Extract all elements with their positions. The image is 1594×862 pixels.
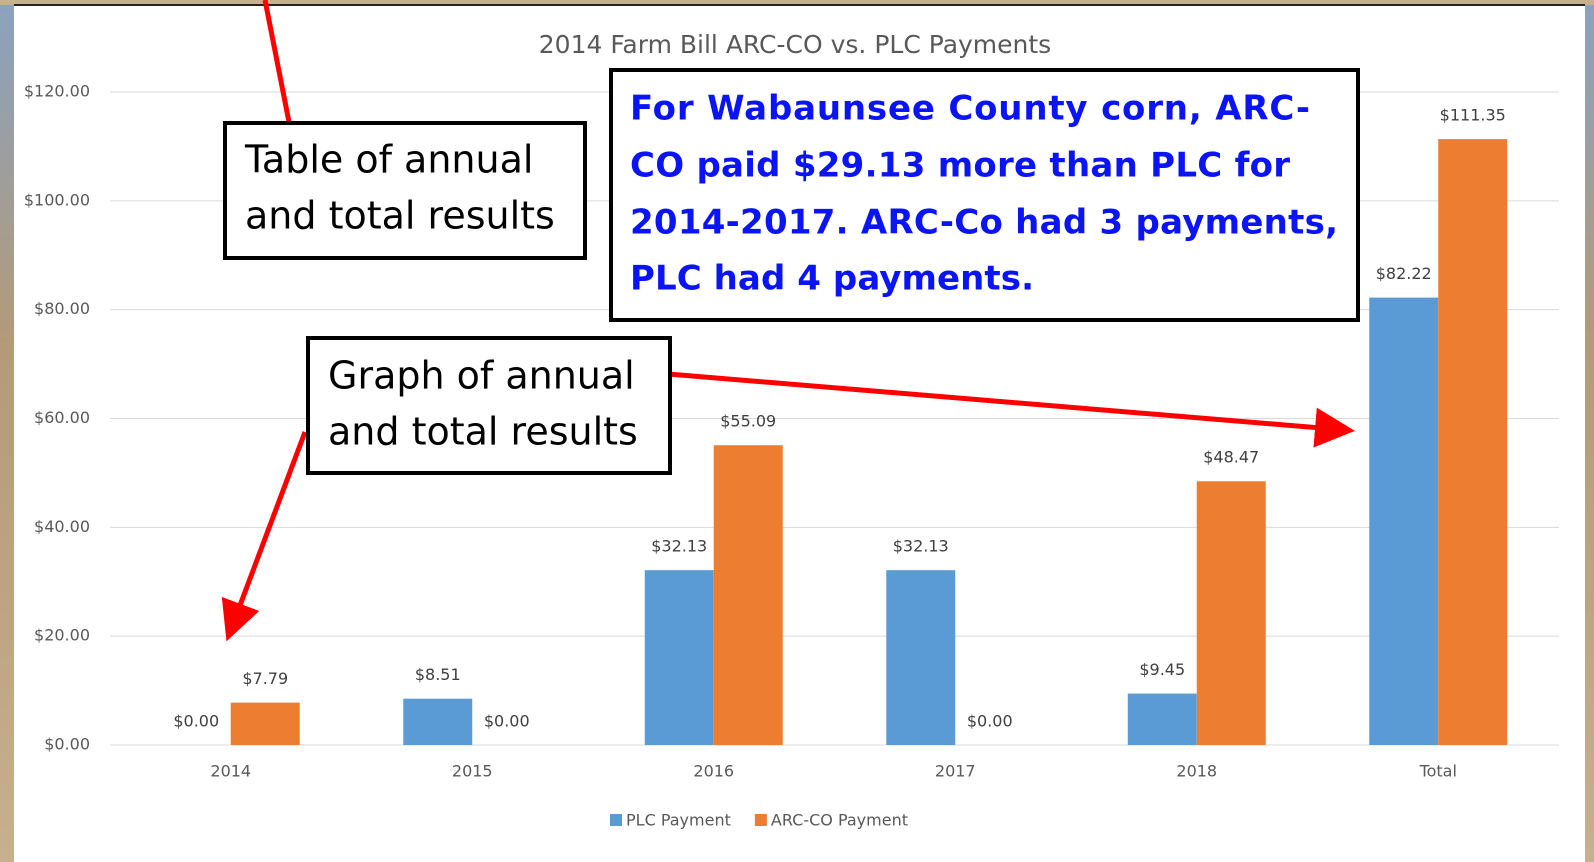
value-label: $82.22	[1376, 264, 1432, 283]
y-tick-label: $0.00	[44, 735, 90, 754]
x-tick-label: 2016	[693, 762, 734, 781]
y-tick-label: $100.00	[24, 190, 90, 209]
value-label: $55.09	[720, 412, 776, 431]
annotation-text: Table of annual	[244, 138, 533, 182]
bar	[713, 445, 783, 745]
x-tick-label: 2015	[452, 762, 493, 781]
annotation-box	[609, 68, 1360, 322]
value-label: $32.13	[893, 537, 949, 556]
legend-label: PLC Payment	[626, 811, 731, 830]
annotation-text: and total results	[245, 194, 555, 238]
annotation-text: 2014-2017. ARC-Co had 3 payments,	[630, 203, 1338, 243]
x-tick-label: 2014	[210, 762, 251, 781]
annotation-text: For Wabaunsee County corn, ARC-	[630, 89, 1310, 129]
chart-title: 2014 Farm Bill ARC-CO vs. PLC Payments	[539, 30, 1051, 59]
bar	[1369, 297, 1439, 745]
annotation-box	[306, 336, 672, 475]
value-label: $8.51	[415, 665, 461, 684]
y-tick-label: $80.00	[34, 299, 90, 318]
legend-label: ARC-CO Payment	[771, 811, 908, 830]
y-tick-label: $40.00	[34, 517, 90, 536]
bar	[644, 570, 714, 745]
y-tick-label: $120.00	[24, 82, 90, 101]
annotations: Table of annual and total results For Wa…	[221, 0, 1360, 642]
background-strip	[1585, 0, 1594, 862]
x-tick-label: Total	[1419, 762, 1457, 781]
legend-swatch	[754, 814, 767, 826]
annotation-text: Graph of annual	[328, 354, 635, 398]
value-label: $111.35	[1440, 106, 1506, 125]
bar	[230, 702, 300, 745]
annotation-text: PLC had 4 payments.	[630, 259, 1034, 299]
arrow	[221, 431, 308, 642]
value-label: $7.79	[242, 669, 288, 688]
x-tick-label: 2017	[935, 762, 976, 781]
bar	[1196, 481, 1266, 745]
annotation-text: CO paid $29.13 more than PLC for	[630, 146, 1290, 186]
value-label: $0.00	[967, 712, 1013, 731]
x-tick-label: 2018	[1176, 762, 1217, 781]
value-label: $9.45	[1139, 660, 1185, 679]
bar	[403, 698, 473, 745]
bar	[1127, 693, 1197, 745]
value-label: $0.00	[484, 712, 530, 731]
bar	[1438, 139, 1508, 745]
annotation-text: and total results	[328, 410, 638, 454]
value-label: $0.00	[173, 712, 219, 731]
y-tick-label: $20.00	[34, 626, 90, 645]
bar	[886, 570, 956, 745]
background-strip	[0, 0, 1594, 5]
value-label: $48.47	[1203, 448, 1259, 467]
background-strip	[0, 0, 14, 862]
y-tick-label: $60.00	[34, 408, 90, 427]
annotation-box	[223, 121, 587, 260]
arrow	[667, 371, 1355, 448]
value-label: $32.13	[651, 537, 707, 556]
arrow	[262, 0, 292, 123]
legend-swatch	[610, 814, 622, 826]
plot-area: $0.00 $20.00 $40.00 $60.00 $80.00 $100.00 $120…	[24, 82, 1559, 830]
